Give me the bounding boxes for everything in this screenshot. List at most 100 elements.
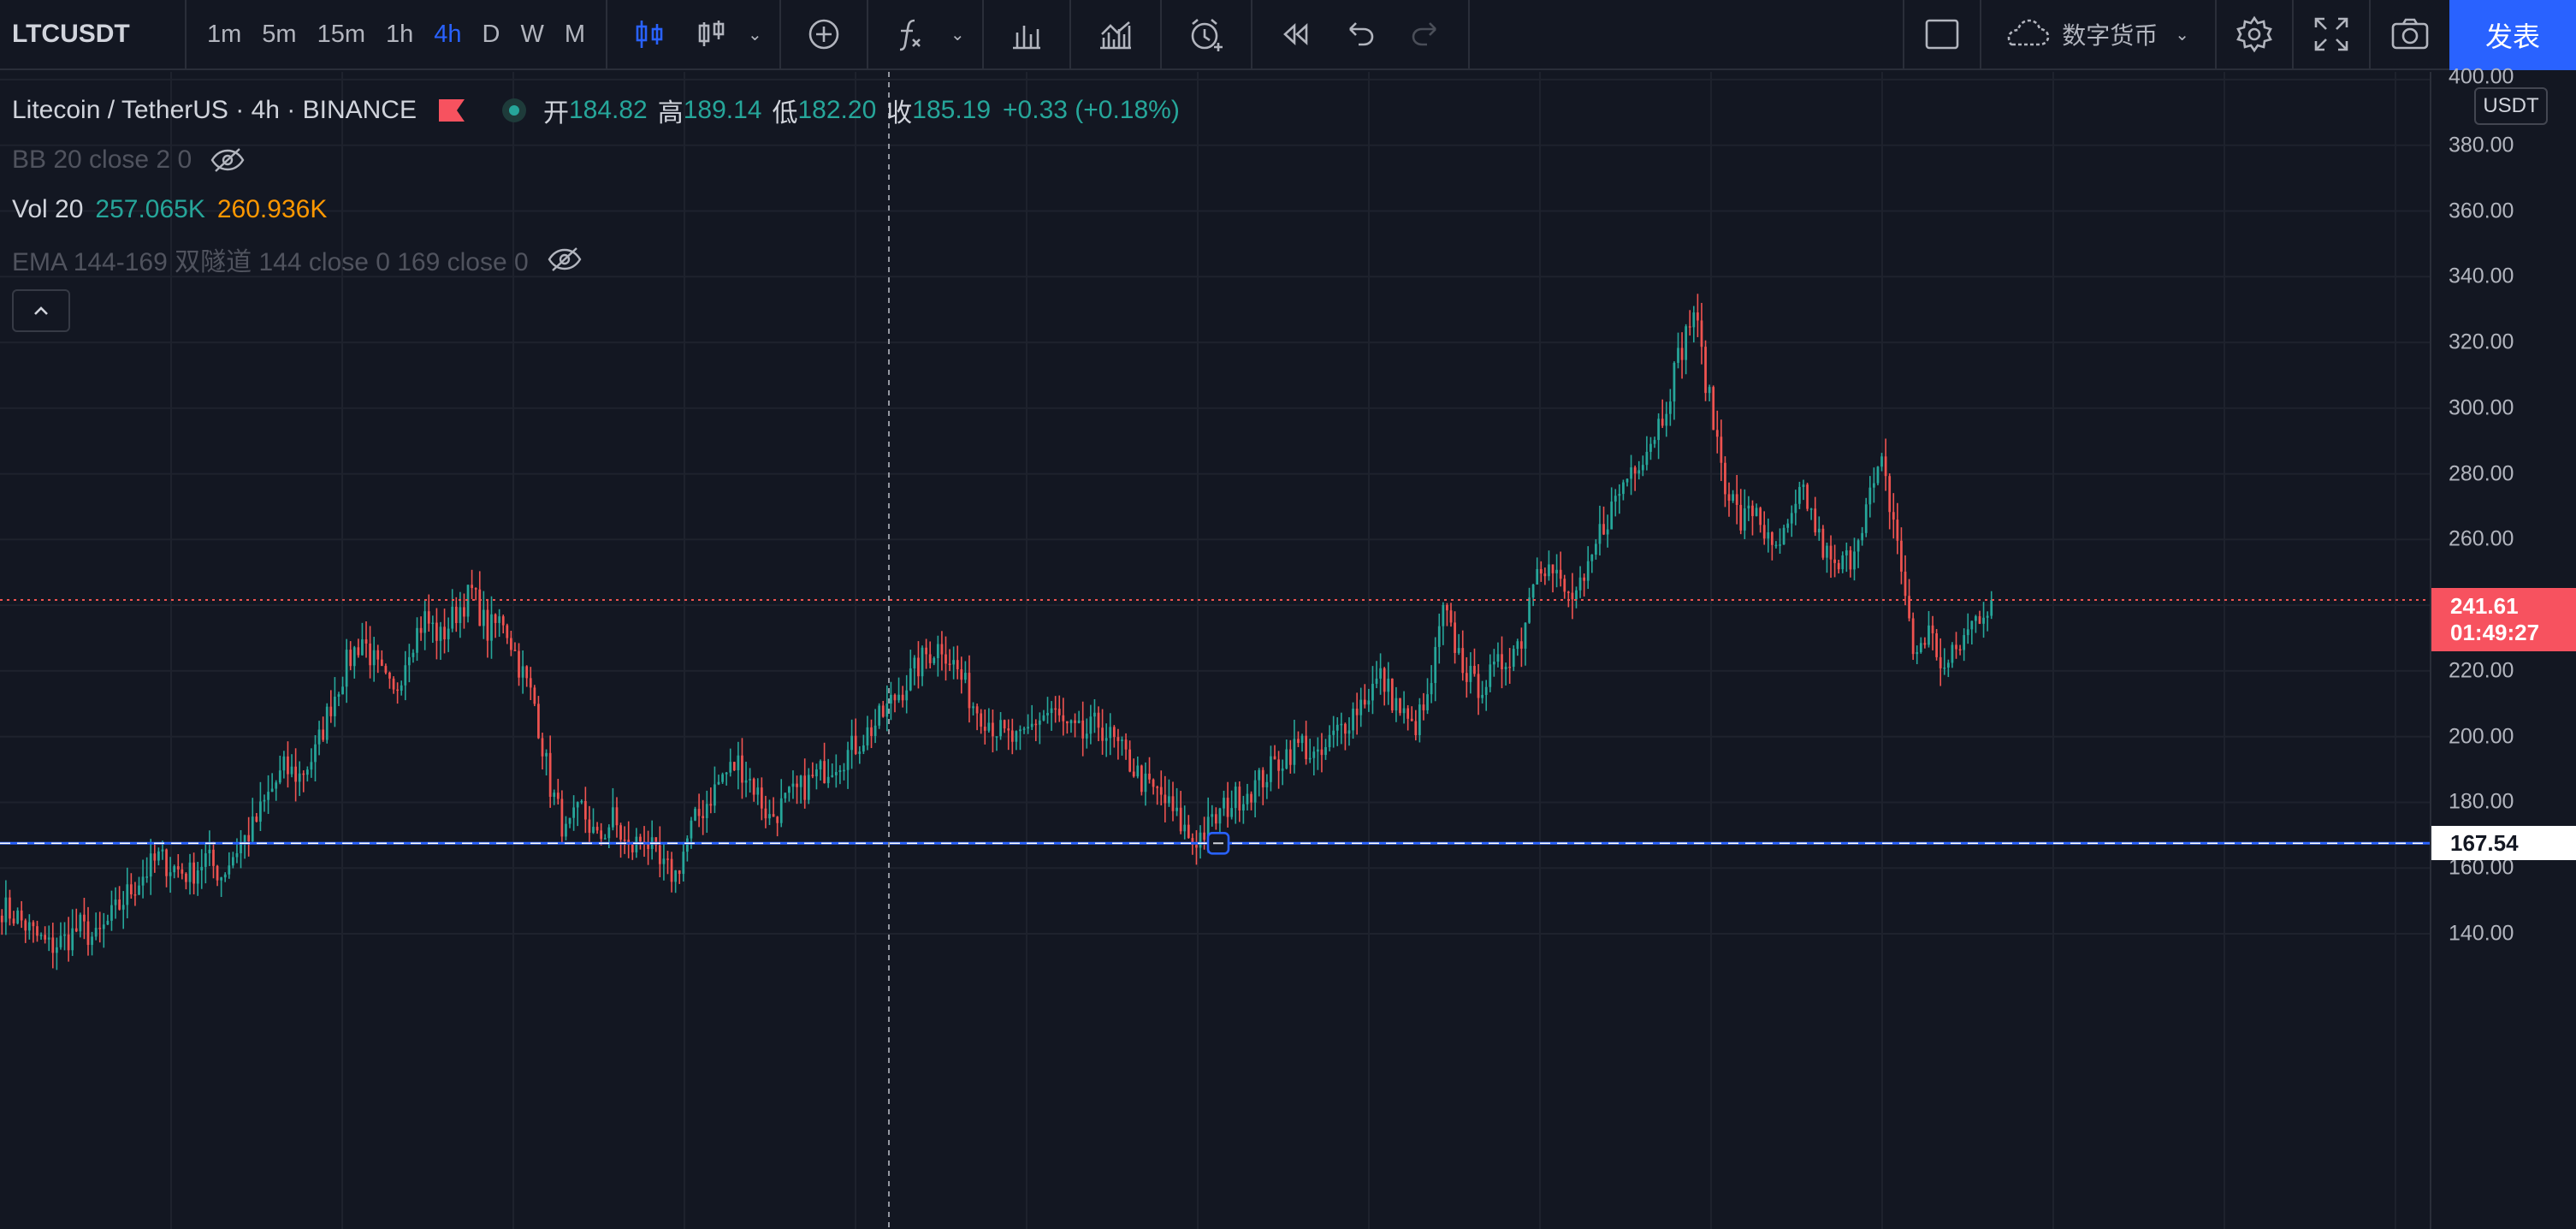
candle-body — [16, 910, 19, 923]
volume-label: Vol 20 — [12, 195, 84, 223]
fullscreen-icon[interactable] — [2312, 15, 2350, 53]
candle-body — [4, 897, 8, 923]
low-value: 182.20 — [797, 96, 877, 124]
cloud-icon — [2007, 19, 2050, 46]
candle-body — [1610, 502, 1614, 530]
chart-pane[interactable] — [0, 72, 2430, 1229]
candle-body — [247, 834, 251, 842]
compare-symbol-button[interactable] — [791, 0, 856, 69]
interval-5m[interactable]: 5m — [262, 20, 297, 48]
indicators-button[interactable] — [879, 0, 944, 69]
candle-body — [228, 865, 231, 875]
candle-body — [873, 725, 877, 736]
candle-body — [1939, 656, 1942, 668]
currency-unit-button[interactable]: USDT — [2474, 87, 2548, 125]
chart-properties-button[interactable] — [1081, 0, 1150, 69]
hidden-eye-icon[interactable] — [548, 246, 582, 272]
candle-body — [1285, 749, 1288, 769]
interval-m[interactable]: M — [564, 20, 586, 48]
candle-body — [1399, 698, 1401, 714]
price-tick-label: 360.00 — [2449, 199, 2514, 223]
candle-body — [1928, 625, 1930, 645]
interval-w[interactable]: W — [520, 20, 544, 48]
function-icon — [899, 19, 921, 51]
candle-body — [407, 656, 411, 666]
candle-body — [685, 838, 689, 852]
interval-4h[interactable]: 4h — [434, 20, 462, 48]
bb-indicator-legend[interactable]: BB 20 close 2 0 — [12, 135, 1180, 185]
square-layout-icon[interactable] — [1923, 17, 1961, 51]
price-scale[interactable]: 400.00 380.00 360.00 340.00 320.00 300.00 280.… — [2430, 65, 2576, 1229]
collapse-legend-button[interactable] — [12, 289, 70, 332]
candle-body — [1093, 712, 1096, 717]
hidden-eye-icon[interactable] — [210, 147, 245, 173]
candle-body — [1050, 708, 1053, 714]
horizontal-line-handle[interactable] — [1206, 831, 1230, 855]
interval-1m[interactable]: 1m — [207, 20, 242, 48]
candles-style-button[interactable] — [618, 0, 681, 69]
candle-body — [1406, 708, 1410, 719]
candle-body — [1442, 604, 1445, 626]
undo-button[interactable] — [1328, 0, 1393, 69]
candle-body — [1352, 708, 1354, 731]
candle-body — [431, 622, 435, 625]
candle-body — [1708, 387, 1711, 394]
layout-selector[interactable]: 数字货币 ⌄ — [1981, 0, 2217, 69]
create-alert-button[interactable] — [1172, 0, 1241, 69]
flag-icon[interactable] — [438, 99, 465, 122]
gear-icon[interactable] — [2235, 15, 2273, 53]
candle-body — [1265, 781, 1269, 787]
candle-body — [513, 650, 517, 651]
series-title[interactable]: Litecoin / TetherUS · 4h · BINANCE — [12, 96, 417, 124]
candle-body — [1602, 524, 1605, 535]
candle-body — [1782, 527, 1785, 545]
chevron-down-icon[interactable]: ⌄ — [748, 25, 762, 45]
candle-body — [533, 687, 536, 704]
ema-indicator-legend[interactable]: EMA 144-169 双隧道 144 close 0 169 close 0 — [12, 235, 1180, 284]
candle-body — [940, 644, 944, 655]
bars-style-button[interactable] — [681, 0, 741, 69]
candle-body — [435, 622, 438, 641]
candle-body — [1034, 723, 1038, 726]
candle-body — [670, 858, 673, 882]
candle-body — [576, 802, 579, 808]
candle-body — [1524, 622, 1527, 649]
financials-button[interactable] — [994, 0, 1059, 69]
candle-body — [1273, 756, 1276, 760]
interval-d[interactable]: D — [482, 20, 500, 48]
candle-body — [427, 611, 430, 624]
candle-body — [51, 937, 55, 953]
candle-body — [572, 807, 575, 818]
candle-body — [1171, 796, 1175, 811]
candle-body — [697, 809, 701, 816]
publish-button[interactable]: 发表 — [2449, 0, 2576, 70]
candle-body — [1841, 555, 1845, 570]
candle-body — [1618, 494, 1621, 496]
candle-body — [975, 706, 979, 714]
candle-body — [1136, 765, 1140, 777]
candle-body — [1751, 505, 1754, 517]
bar-chart-icon — [1012, 26, 1040, 50]
interval-1h[interactable]: 1h — [386, 20, 414, 48]
candle-body — [67, 934, 70, 951]
candle-body — [776, 816, 779, 823]
replay-button[interactable] — [1263, 0, 1328, 69]
candle-body — [1762, 525, 1766, 539]
price-chart[interactable] — [0, 72, 2430, 1229]
candle-body — [1595, 543, 1597, 555]
bb-indicator-label: BB 20 close 2 0 — [12, 145, 192, 174]
candle-body — [1430, 683, 1433, 695]
fullscreen-layout-group — [1903, 0, 1982, 69]
candle-body — [788, 787, 791, 793]
redo-button[interactable] — [1393, 0, 1458, 69]
candle-body — [1344, 723, 1347, 734]
interval-15m[interactable]: 15m — [317, 20, 366, 48]
candle-body — [416, 627, 418, 653]
chevron-down-icon[interactable]: ⌄ — [2175, 25, 2189, 45]
candle-body — [1270, 756, 1272, 782]
chevron-down-icon[interactable]: ⌄ — [950, 25, 965, 45]
symbol-search-button[interactable]: LTCUSDT — [0, 0, 187, 69]
camera-icon[interactable] — [2389, 17, 2431, 51]
volume-indicator-legend[interactable]: Vol 20 257.065K 260.936K — [12, 185, 1180, 235]
candle-body — [525, 666, 529, 679]
